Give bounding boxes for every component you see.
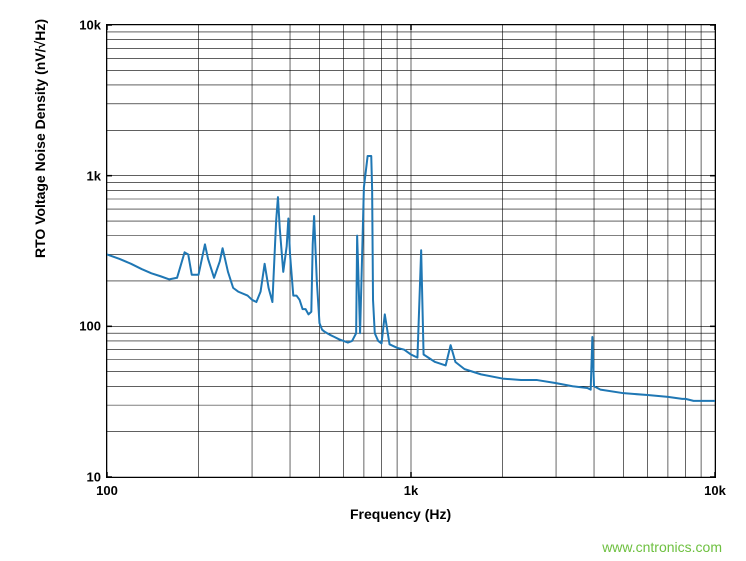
source-watermark: www.cntronics.com <box>602 539 722 555</box>
y-tick-label: 10 <box>87 470 101 485</box>
plot-area: 1001k10k101001k10k <box>106 24 716 478</box>
y-tick-label: 100 <box>79 319 101 334</box>
noise-density-trace <box>107 25 715 477</box>
x-tick-label: 100 <box>96 483 118 498</box>
y-tick-label: 1k <box>87 168 101 183</box>
x-axis-label: Frequency (Hz) <box>350 506 451 522</box>
y-axis-label: RTO Voltage Noise Density (nV/√Hz) <box>32 238 48 258</box>
y-tick-label: 10k <box>79 18 101 33</box>
x-tick-label: 10k <box>704 483 726 498</box>
x-tick-label: 1k <box>404 483 418 498</box>
chart-container: 1001k10k101001k10k RTO Voltage Noise Den… <box>0 0 746 561</box>
